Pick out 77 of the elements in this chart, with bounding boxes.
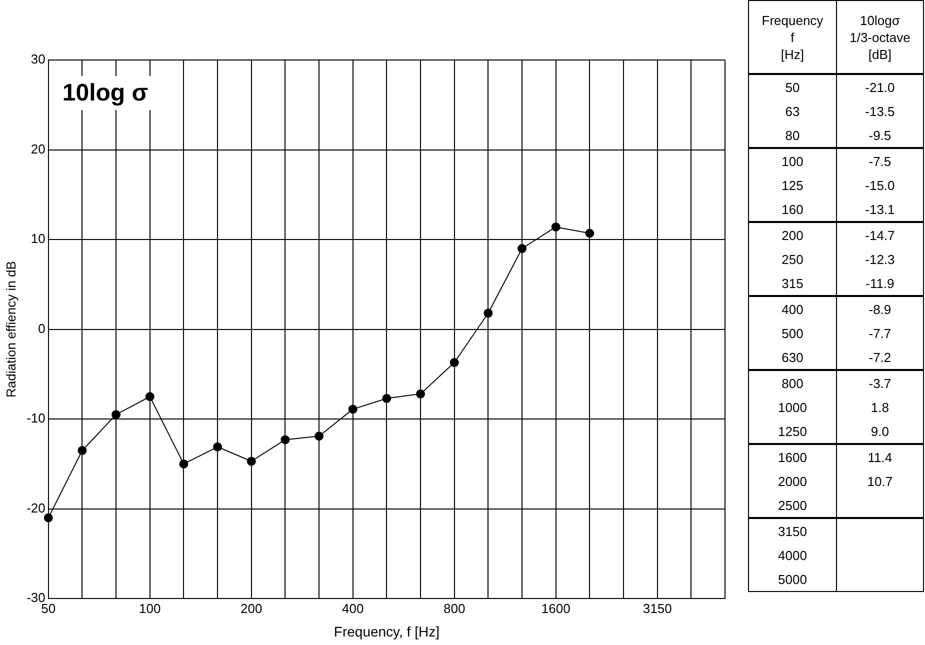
category-label: 4000 — [748, 543, 836, 567]
category-label: 5000 — [748, 567, 836, 592]
text: 9.0 — [870, 424, 889, 438]
point — [213, 442, 222, 452]
category-label: 1600 — [748, 444, 836, 469]
text: Frequency — [760, 12, 824, 28]
category-label: 315 — [748, 271, 836, 296]
category-label: 500 — [748, 321, 836, 345]
text: -13.5 — [865, 104, 895, 118]
text: -3.7 — [868, 376, 892, 390]
text: [dB] — [867, 46, 893, 62]
category-label: 50 — [748, 74, 836, 99]
category-label: 250 — [748, 247, 836, 271]
text: -12.3 — [865, 252, 895, 266]
text: -8.9 — [868, 302, 892, 316]
category-label: 630 — [748, 345, 836, 370]
category-label: 80 — [748, 123, 836, 148]
text: -7.2 — [868, 350, 892, 364]
y-tick-label: -20 — [26, 500, 46, 516]
point — [44, 513, 53, 522]
category-label: 200 — [748, 222, 836, 247]
text: 1/3-octave — [848, 28, 912, 46]
point — [382, 394, 392, 403]
text: 11.4 — [868, 450, 892, 464]
annotation: 10log σ — [62, 80, 148, 107]
category-label: 800 — [748, 370, 836, 395]
text: 10.7 — [867, 474, 893, 488]
y-tick-label: 30 — [30, 52, 46, 67]
category-label: 160 — [748, 197, 836, 222]
y-tick-label: -30 — [26, 590, 46, 606]
category-label: 400 — [748, 296, 836, 321]
category-label: 3150 — [748, 518, 836, 543]
text: -9.5 — [868, 128, 892, 142]
y-tick-label: 20 — [30, 141, 46, 156]
y-axis-title: Radiation effiency in dB — [3, 261, 18, 398]
category-label: 63 — [748, 99, 836, 123]
point — [112, 410, 121, 420]
text: -21.0 — [865, 80, 895, 94]
category-label: 1250 — [748, 419, 836, 444]
x-tick-label: 200 — [240, 600, 262, 616]
category-label: 1000 — [748, 395, 836, 419]
text: -15.0 — [865, 178, 895, 192]
point — [78, 446, 87, 455]
point — [246, 456, 256, 466]
x-axis-title: Frequency, f [Hz] — [334, 623, 440, 640]
text: [Hz] — [780, 46, 806, 62]
x-tick-label: 3150 — [642, 600, 672, 616]
text: f — [790, 28, 796, 46]
category-label: 2000 — [748, 469, 836, 493]
y-tick-label: 10 — [30, 231, 46, 246]
point — [348, 404, 358, 414]
point — [450, 358, 459, 368]
text: 10logσ — [859, 12, 901, 28]
point — [280, 435, 290, 444]
x-tick-label: 400 — [342, 600, 364, 616]
text: -13.1 — [865, 202, 895, 216]
text: 1.8 — [870, 400, 889, 414]
text: -7.5 — [868, 154, 892, 168]
x-tick-label: 100 — [139, 600, 161, 616]
text: -7.7 — [868, 326, 892, 340]
text: -14.7 — [865, 228, 895, 242]
y-tick-label: 0 — [38, 320, 46, 336]
point — [484, 308, 493, 318]
point — [551, 222, 560, 232]
point — [585, 228, 594, 238]
x-tick-label: 1600 — [541, 600, 570, 616]
point — [314, 432, 324, 441]
point — [416, 389, 426, 398]
x-tick-label: 800 — [444, 600, 466, 616]
category-label: 2500 — [748, 493, 836, 518]
point — [145, 392, 154, 402]
y-tick-label: -10 — [26, 410, 46, 426]
category-label: 125 — [748, 173, 836, 197]
text: -11.9 — [866, 276, 894, 290]
point — [518, 244, 527, 254]
point — [179, 459, 188, 468]
category-label: 100 — [748, 148, 836, 173]
